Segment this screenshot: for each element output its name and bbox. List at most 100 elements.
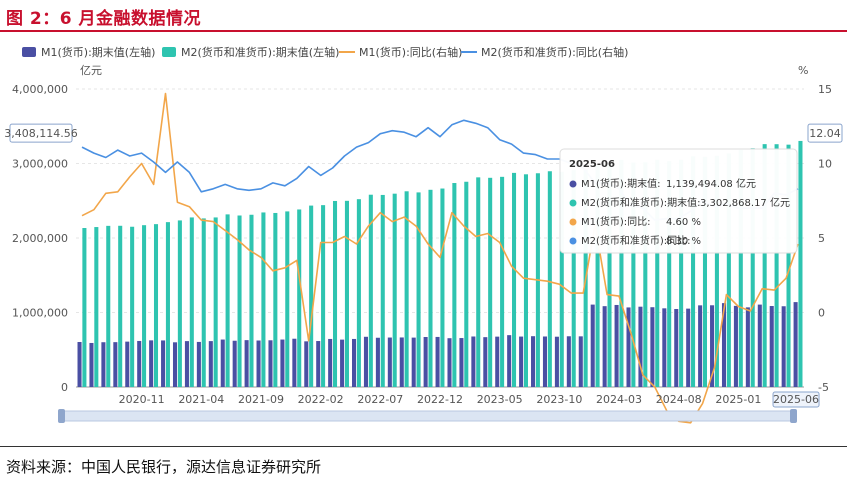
bar-m2-2023-06 — [512, 172, 517, 387]
bar-m1-2025-05 — [781, 306, 786, 387]
bar-m1-2022-05 — [352, 338, 357, 387]
bar-m2-2022-03 — [332, 200, 338, 387]
bar-m1-2023-03 — [471, 336, 476, 387]
bar-m2-2022-09 — [404, 191, 409, 387]
bar-m2-2024-06 — [655, 159, 660, 387]
right-tick-1: 0 — [818, 307, 825, 320]
bar-m1-2025-06 — [793, 302, 798, 387]
bar-m2-2022-12 — [440, 188, 445, 387]
bar-m1-2024-11 — [710, 305, 715, 387]
chart-legend[interactable]: M1(货币):期末值(左轴) M2(货币和准货币):期末值(左轴) M1(货币):同… — [22, 45, 628, 59]
line-m1-yoy — [81, 92, 799, 424]
bar-m1-2022-10 — [411, 337, 416, 387]
bar-m2-2022-07 — [380, 194, 385, 387]
bar-m1-2023-05 — [495, 336, 500, 387]
data-zoom-slider[interactable] — [58, 409, 797, 423]
right-tick-0: -5 — [818, 381, 829, 394]
bar-m2-2024-08 — [679, 159, 684, 387]
x-tick-2021-09: 2021-09 — [238, 393, 284, 406]
x-tick-2022-12: 2022-12 — [417, 393, 463, 406]
bar-m1-2022-08 — [387, 337, 392, 387]
bar-m2-2022-10 — [416, 192, 421, 387]
bar-m1-2024-03 — [614, 304, 619, 387]
bar-m2-2021-02 — [177, 220, 182, 387]
bar-m2-2021-07 — [237, 215, 242, 387]
bar-m1-2023-10 — [554, 336, 559, 387]
bar-m1-2021-12 — [292, 338, 297, 387]
bar-m2-2024-03 — [619, 159, 624, 387]
bar-m2-2024-09 — [691, 156, 696, 387]
bar-m2-2023-10 — [559, 171, 564, 387]
chart-tooltip: 2025-06 M1(货币):期末值: 1,139,494.08 亿元 M2(货币和准… — [559, 148, 798, 254]
bar-m2-2020-12 — [153, 224, 159, 387]
bar-m1-2025-02 — [745, 307, 750, 387]
left-axis-ticks: 0 1,000,000 2,000,000 3,000,000 4,000,000 — [12, 83, 68, 394]
bar-m1-2024-08 — [674, 308, 679, 387]
bar-m2-2025-01 — [738, 149, 743, 387]
bar-m2-2025-06 — [798, 140, 803, 387]
bar-m1-2023-04 — [483, 337, 488, 387]
bar-m1-2021-11 — [280, 339, 285, 387]
bar-m1-2024-06 — [650, 307, 655, 387]
bar-m1-2023-01 — [447, 338, 452, 387]
tooltip-value-3: 8.30 % — [666, 236, 701, 247]
bar-m2-2024-11 — [714, 155, 719, 387]
zoom-track — [61, 410, 797, 422]
bar-m1-2023-09 — [542, 336, 548, 387]
bar-m2-2023-02 — [464, 181, 469, 387]
legend-label-1: M2(货币和准货币):期末值(左轴) — [181, 45, 339, 59]
bar-m2-2020-06 — [82, 228, 87, 387]
bar-m1-2024-01 — [590, 304, 595, 387]
bar-m1-2020-09 — [113, 342, 118, 387]
combo-chart[interactable]: M1(货币):期末值(左轴) M2(货币和准货币):期末值(左轴) M1(货币):同… — [0, 34, 847, 444]
x-tick-2024-03: 2024-03 — [596, 393, 642, 406]
right-tick-2: 5 — [818, 232, 825, 245]
tooltip-label-2: M1(货币):同比: — [581, 215, 651, 228]
bar-m2-2021-11 — [285, 211, 290, 387]
bar-m1-2020-11 — [137, 340, 142, 387]
bar-m1-2022-07 — [375, 337, 380, 387]
x-tick-2025-01: 2025-01 — [715, 393, 761, 406]
bar-m1-2024-04 — [626, 307, 631, 387]
x-axis-ticks: 2020-11 2021-04 2021-09 2022-02 2022-07 2022-… — [119, 391, 820, 408]
bar-m2-2020-07 — [94, 227, 99, 387]
tooltip-value-1: 3,302,868.17 亿元 — [700, 196, 790, 209]
tooltip-label-0: M1(货币):期末值: — [581, 177, 661, 190]
bar-m2-2020-11 — [142, 225, 147, 387]
bar-m1-2025-04 — [769, 306, 774, 387]
bar-m1-2022-11 — [423, 337, 428, 387]
bar-m2-2024-07 — [667, 161, 672, 387]
bar-m1-2021-02 — [172, 342, 178, 387]
left-tick-3: 3,000,000 — [12, 158, 68, 171]
axis-pointers: 3,408,114.56 12.04 — [4, 123, 843, 143]
bar-m1-2020-08 — [101, 342, 106, 387]
bar-m1-2023-02 — [459, 338, 464, 387]
bar-m1-2020-06 — [77, 342, 82, 387]
bar-m1-2023-08 — [531, 336, 536, 387]
left-tick-4: 4,000,000 — [12, 83, 68, 96]
bar-m2-2022-01 — [309, 205, 314, 387]
bar-m2-2024-01 — [595, 165, 600, 387]
bar-m1-2024-10 — [698, 305, 703, 387]
bar-m1-2021-06 — [220, 339, 225, 387]
tooltip-dot-0 — [569, 180, 577, 188]
bar-m1-2021-07 — [232, 340, 237, 387]
bar-m2-2023-11 — [571, 170, 576, 387]
bar-m1-2022-06 — [363, 336, 368, 387]
tooltip-dot-1 — [569, 199, 577, 207]
zoom-handle-left — [58, 409, 65, 423]
x-end-label-box — [772, 391, 820, 408]
bar-m2-2024-10 — [702, 156, 708, 387]
line-series[interactable] — [81, 92, 799, 424]
bar-m1-2021-10 — [268, 340, 273, 387]
bar-series[interactable] — [77, 140, 803, 387]
bar-m2-2023-07 — [523, 174, 528, 387]
bar-m2-2024-12 — [726, 153, 731, 387]
bar-m1-2022-02 — [316, 341, 321, 387]
left-tick-2: 2,000,000 — [12, 232, 68, 245]
x-tick-2022-07: 2022-07 — [357, 393, 403, 406]
bar-m2-2021-09 — [261, 212, 266, 387]
bar-m1-2020-10 — [125, 341, 130, 387]
bar-m1-2024-07 — [662, 308, 667, 387]
bar-m1-2021-04 — [196, 341, 201, 387]
